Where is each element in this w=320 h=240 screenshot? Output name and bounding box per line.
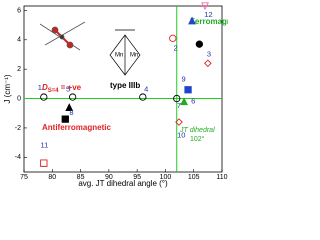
x-tick-label: 90 <box>105 174 113 181</box>
d-main: D <box>42 83 48 92</box>
type-label: type IIIb <box>110 81 140 90</box>
chart: Mn Mn Ferromagnetic Antiferromagnetic DS… <box>3 2 228 188</box>
data-point <box>173 94 181 103</box>
data-point <box>175 118 183 126</box>
data-point <box>180 97 189 106</box>
jt-value: 102° <box>190 135 205 143</box>
d-label: DS=4 = +ve <box>42 83 82 93</box>
y-tick-label: -4 <box>15 154 21 161</box>
data-point <box>65 103 74 112</box>
svg-text:Mn: Mn <box>130 53 138 59</box>
d-rest: = +ve <box>61 83 82 92</box>
data-point <box>139 93 147 101</box>
point-label: 12 <box>204 10 212 19</box>
x-tick-label: 110 <box>216 174 227 181</box>
data-point <box>195 40 204 48</box>
y-tick-label: 2 <box>17 66 21 73</box>
svg-text:Mn: Mn <box>115 53 123 59</box>
y-tick-label: -2 <box>15 125 21 132</box>
data-point <box>184 86 192 94</box>
x-tick-label: 95 <box>133 174 141 181</box>
point-label: 3 <box>207 49 211 58</box>
y-axis-label: J (cm⁻¹) <box>3 74 12 103</box>
point-label: 4 <box>144 85 148 94</box>
data-point <box>201 2 209 11</box>
data-point <box>169 34 177 42</box>
y-tick-label: 6 <box>17 7 21 14</box>
structure-diagram: Mn Mn <box>109 29 141 76</box>
data-point <box>69 93 77 101</box>
point-label: 1 <box>38 83 42 92</box>
x-tick-label: 105 <box>188 174 200 181</box>
y-tick-label: 0 <box>17 95 21 102</box>
x-axis-label: avg. JT dihedral angle (°) <box>78 179 168 188</box>
x-tick-label: 85 <box>77 174 85 181</box>
plot-frame <box>23 5 223 173</box>
point-label: 9 <box>181 74 185 83</box>
point-label: 7 <box>177 101 181 110</box>
d-sub: S=4 <box>48 88 60 94</box>
point-label: 8 <box>69 108 73 117</box>
data-point <box>204 59 212 68</box>
molecule-illustration <box>39 21 86 51</box>
data-point <box>40 93 48 101</box>
point-label: 5 <box>66 85 70 94</box>
data-point <box>188 16 196 25</box>
y-tick-label: 4 <box>17 37 21 44</box>
x-tick-label: 75 <box>20 174 28 181</box>
point-label: 2 <box>174 44 178 53</box>
data-point <box>40 159 48 167</box>
x-tick-label: 80 <box>48 174 56 181</box>
antiferro-label: Antiferromagnetic <box>42 123 111 132</box>
point-label: 11 <box>40 141 48 150</box>
x-tick-label: 100 <box>160 174 172 181</box>
data-point <box>61 115 69 123</box>
jt-label: JT dihedral <box>179 127 215 134</box>
point-label: 10 <box>177 130 185 139</box>
point-label: 6 <box>191 96 195 105</box>
ferro-label: Ferromagnetic <box>190 17 228 26</box>
